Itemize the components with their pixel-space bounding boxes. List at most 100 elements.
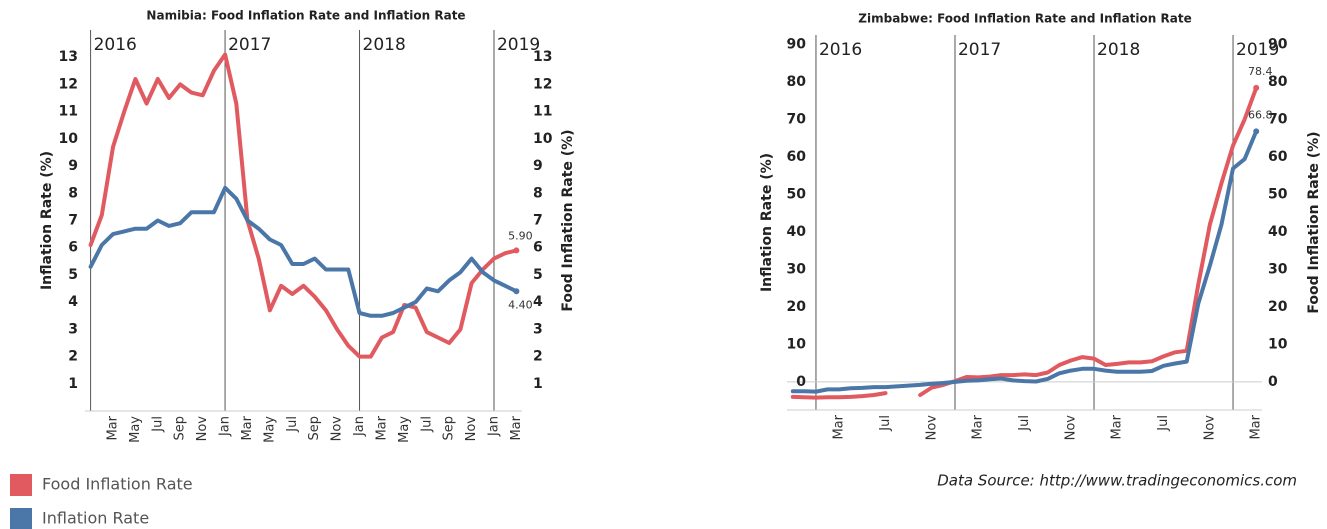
series-line bbox=[88, 52, 519, 359]
year-label: 2018 bbox=[363, 35, 406, 55]
y2-tick-label: 11 bbox=[533, 104, 552, 120]
y2-tick-label: 10 bbox=[1268, 336, 1288, 352]
x-tick-label: Mar bbox=[832, 414, 847, 439]
y2-tick-label: 1 bbox=[533, 376, 543, 392]
y2-axis-title: Food Inflation Rate (%) bbox=[1306, 131, 1322, 313]
year-label: 2016 bbox=[94, 35, 137, 55]
legend-swatch bbox=[10, 474, 32, 496]
year-label: 2019 bbox=[1236, 40, 1279, 60]
y2-tick-label: 90 bbox=[1268, 36, 1288, 52]
y2-tick-label: 13 bbox=[533, 49, 552, 65]
end-point bbox=[1253, 128, 1260, 135]
end-point bbox=[1253, 84, 1260, 91]
x-tick-label: Mar bbox=[374, 415, 389, 440]
y2-tick-label: 6 bbox=[533, 240, 543, 256]
x-tick-label: Jul bbox=[1017, 415, 1032, 432]
y-tick-label: 80 bbox=[787, 74, 807, 90]
y2-tick-label: 7 bbox=[533, 213, 543, 229]
y-tick-label: 0 bbox=[796, 374, 806, 390]
y-tick-label: 4 bbox=[68, 294, 78, 310]
y2-tick-label: 60 bbox=[1268, 149, 1288, 165]
y2-tick-label: 2 bbox=[533, 349, 543, 365]
end-point bbox=[513, 247, 520, 254]
x-tick-label: Mar bbox=[240, 415, 255, 440]
year-label: 2017 bbox=[958, 40, 1001, 60]
year-label: 2017 bbox=[228, 35, 271, 55]
y-tick-label: 40 bbox=[787, 224, 807, 240]
data-label: 5.90 bbox=[508, 229, 533, 242]
y2-tick-label: 4 bbox=[533, 294, 543, 310]
x-tick-label: Mar bbox=[1249, 414, 1264, 439]
chart-title: Namibia: Food Inflation Rate and Inflati… bbox=[146, 9, 465, 23]
y2-tick-label: 30 bbox=[1268, 261, 1288, 277]
y-tick-label: 10 bbox=[787, 336, 807, 352]
y2-tick-label: 12 bbox=[533, 76, 552, 92]
x-tick-label: May bbox=[128, 416, 143, 443]
y-axis-title: Inflation Rate (%) bbox=[759, 153, 775, 292]
y2-tick-label: 5 bbox=[533, 267, 543, 283]
x-tick-label: Jul bbox=[419, 416, 434, 433]
x-tick-label: Nov bbox=[924, 415, 939, 441]
year-label: 2016 bbox=[819, 40, 862, 60]
x-tick-label: Sep bbox=[173, 416, 188, 441]
year-label: 2018 bbox=[1097, 40, 1140, 60]
x-tick-label: Nov bbox=[1063, 415, 1078, 441]
data-label: 66.8 bbox=[1248, 108, 1273, 121]
y2-tick-label: 3 bbox=[533, 321, 543, 337]
x-tick-label: Nov bbox=[464, 416, 479, 442]
y-tick-label: 8 bbox=[68, 185, 78, 201]
x-tick-label: Sep bbox=[442, 416, 457, 441]
y-tick-label: 1 bbox=[68, 376, 78, 392]
y2-tick-label: 0 bbox=[1268, 374, 1278, 390]
y2-tick-label: 80 bbox=[1268, 74, 1288, 90]
x-tick-label: Mar bbox=[1110, 414, 1125, 439]
y-tick-label: 50 bbox=[787, 186, 807, 202]
x-tick-label: Jul bbox=[285, 416, 300, 433]
x-tick-label: Nov bbox=[330, 416, 345, 442]
y-tick-label: 6 bbox=[68, 240, 78, 256]
y-tick-label: 9 bbox=[68, 158, 78, 174]
y-tick-label: 7 bbox=[68, 213, 78, 229]
y2-tick-label: 50 bbox=[1268, 186, 1288, 202]
y-tick-label: 2 bbox=[68, 349, 78, 365]
y-tick-label: 60 bbox=[787, 149, 807, 165]
source-note: Data Source: http://www.tradingeconomics… bbox=[937, 472, 1297, 490]
chart-title: Zimbabwe: Food Inflation Rate and Inflat… bbox=[858, 12, 1191, 26]
y-axis-title: Inflation Rate (%) bbox=[39, 151, 55, 290]
y2-tick-label: 9 bbox=[533, 158, 543, 174]
y-tick-label: 70 bbox=[787, 111, 807, 127]
y-tick-label: 20 bbox=[787, 299, 807, 315]
data-label: 78.4 bbox=[1248, 65, 1273, 78]
x-tick-label: Jul bbox=[1156, 415, 1171, 432]
series-line bbox=[790, 85, 1259, 400]
y2-tick-label: 70 bbox=[1268, 111, 1288, 127]
y-tick-label: 12 bbox=[59, 76, 78, 92]
series-line bbox=[88, 185, 519, 318]
y-tick-label: 10 bbox=[59, 131, 79, 147]
y2-tick-label: 10 bbox=[533, 131, 553, 147]
legend-swatch bbox=[10, 508, 32, 529]
x-tick-label: Jan bbox=[352, 416, 367, 437]
x-tick-label: Jan bbox=[218, 416, 233, 437]
data-label: 4.40 bbox=[508, 298, 533, 311]
x-tick-label: Mar bbox=[971, 414, 986, 439]
x-tick-label: Jan bbox=[486, 416, 501, 437]
series-line bbox=[790, 129, 1259, 394]
y2-axis-title: Food Inflation Rate (%) bbox=[560, 129, 576, 311]
y-tick-label: 11 bbox=[59, 104, 78, 120]
y-tick-label: 30 bbox=[787, 261, 807, 277]
x-tick-label: Jul bbox=[878, 415, 893, 432]
end-point bbox=[513, 288, 520, 295]
y-tick-label: 90 bbox=[787, 36, 807, 52]
y2-tick-label: 20 bbox=[1268, 299, 1288, 315]
y-tick-label: 3 bbox=[68, 321, 78, 337]
x-tick-label: Nov bbox=[1202, 415, 1217, 441]
x-tick-label: May bbox=[262, 416, 277, 443]
y2-tick-label: 40 bbox=[1268, 224, 1288, 240]
x-tick-label: Nov bbox=[195, 416, 210, 442]
legend-label: Inflation Rate bbox=[42, 509, 149, 528]
y-tick-label: 13 bbox=[59, 49, 78, 65]
legend-label: Food Inflation Rate bbox=[42, 475, 193, 494]
x-tick-label: Sep bbox=[307, 416, 322, 441]
